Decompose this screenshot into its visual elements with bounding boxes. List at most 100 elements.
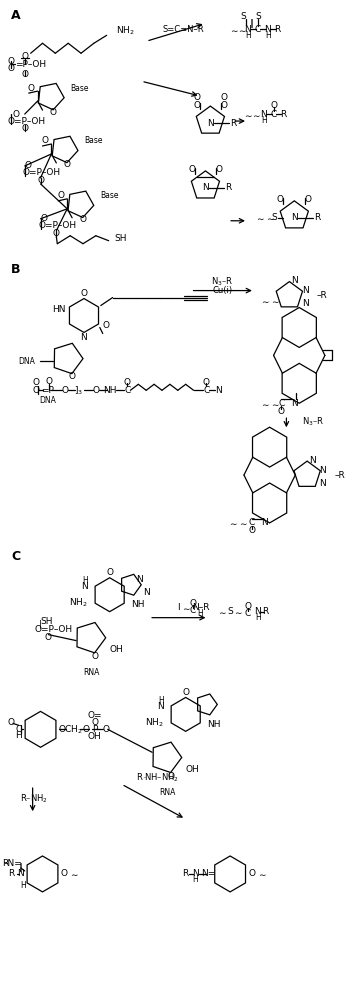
Text: H: H xyxy=(265,31,271,40)
Text: NH$_2$: NH$_2$ xyxy=(116,24,134,37)
Text: C: C xyxy=(278,399,285,408)
Text: O: O xyxy=(21,69,28,78)
Text: O: O xyxy=(193,92,200,101)
Text: O: O xyxy=(41,214,48,223)
Text: O=: O= xyxy=(88,711,102,720)
Text: $\sim\!\sim$: $\sim\!\sim$ xyxy=(260,296,280,306)
Text: O: O xyxy=(21,124,28,133)
Text: O: O xyxy=(193,100,200,109)
Text: Base: Base xyxy=(84,137,103,146)
Text: O: O xyxy=(92,386,99,395)
Text: O: O xyxy=(41,137,48,146)
Text: $\sim$: $\sim$ xyxy=(257,869,267,879)
Text: O: O xyxy=(189,599,196,608)
Text: H: H xyxy=(15,731,22,740)
Text: OH: OH xyxy=(186,765,200,774)
Text: O: O xyxy=(45,633,52,642)
Text: O: O xyxy=(216,166,223,175)
Text: N: N xyxy=(207,119,214,128)
Text: RNA: RNA xyxy=(84,668,100,677)
Text: A: A xyxy=(11,9,21,23)
Text: H: H xyxy=(198,609,203,618)
Text: Base: Base xyxy=(100,191,118,200)
Text: C: C xyxy=(124,386,131,395)
Text: H: H xyxy=(158,696,164,705)
Text: NH$_2$: NH$_2$ xyxy=(69,596,88,609)
Text: O: O xyxy=(277,195,284,204)
Text: R–NH$_2$: R–NH$_2$ xyxy=(20,793,47,806)
Text: $\sim$: $\sim$ xyxy=(233,607,243,616)
Text: O: O xyxy=(8,63,15,72)
Text: R: R xyxy=(8,869,14,879)
Text: N: N xyxy=(157,702,164,711)
Text: O: O xyxy=(64,161,71,170)
Text: N–R: N–R xyxy=(192,603,209,612)
Text: O: O xyxy=(203,378,210,387)
Text: O: O xyxy=(28,83,35,92)
Text: O: O xyxy=(102,321,109,330)
Text: O: O xyxy=(62,386,69,395)
Text: O: O xyxy=(270,100,277,109)
Text: NH: NH xyxy=(103,386,117,395)
Text: N: N xyxy=(18,869,24,879)
Text: N: N xyxy=(320,478,326,487)
Text: O: O xyxy=(32,386,39,395)
Text: O: O xyxy=(13,109,20,119)
Text: N: N xyxy=(202,184,209,192)
Text: O: O xyxy=(46,377,53,386)
Text: O=P–OH: O=P–OH xyxy=(8,116,46,126)
Text: O: O xyxy=(79,215,86,224)
Text: O: O xyxy=(53,229,60,238)
Text: N: N xyxy=(143,588,149,597)
Text: O: O xyxy=(59,725,66,734)
Text: –N=: –N= xyxy=(4,859,22,868)
Text: =P: =P xyxy=(41,386,54,395)
Text: O: O xyxy=(37,177,44,186)
Text: R: R xyxy=(262,607,269,616)
Text: C: C xyxy=(249,519,255,528)
Text: N: N xyxy=(302,299,309,309)
Text: H: H xyxy=(193,875,198,885)
Text: SH: SH xyxy=(41,617,53,626)
Text: $\sim\!\sim$: $\sim\!\sim$ xyxy=(255,213,275,222)
Text: $\sim\!\!\sim$: $\sim\!\!\sim$ xyxy=(243,109,261,119)
Text: N: N xyxy=(291,213,298,222)
Text: O: O xyxy=(80,289,88,298)
Text: N: N xyxy=(192,869,199,879)
Text: S: S xyxy=(227,607,233,616)
Text: N=: N= xyxy=(201,869,216,879)
Text: O: O xyxy=(182,687,189,697)
Text: O=P–OH: O=P–OH xyxy=(23,169,61,178)
Text: C: C xyxy=(16,725,22,734)
Text: H: H xyxy=(255,613,261,622)
Text: O: O xyxy=(25,162,32,171)
Text: H: H xyxy=(20,882,26,891)
Text: O: O xyxy=(32,378,39,387)
Text: $\sim\!\sim$: $\sim\!\sim$ xyxy=(260,399,280,408)
Text: O: O xyxy=(21,52,28,61)
Text: C: C xyxy=(189,606,196,615)
Text: B: B xyxy=(11,263,20,276)
Text: S: S xyxy=(240,12,246,21)
Text: N$_3$–R: N$_3$–R xyxy=(211,276,233,288)
Text: O: O xyxy=(91,718,98,727)
Text: Base: Base xyxy=(70,83,89,92)
Text: O: O xyxy=(69,372,76,381)
Text: HN: HN xyxy=(52,305,65,314)
Text: H: H xyxy=(261,115,267,125)
Text: O: O xyxy=(102,725,109,734)
Text: OH: OH xyxy=(88,732,102,741)
Text: I: I xyxy=(177,603,180,612)
Text: O: O xyxy=(57,191,64,200)
Text: $\sim\!\sim$: $\sim\!\sim$ xyxy=(228,519,248,528)
Text: C: C xyxy=(255,25,261,34)
Text: N: N xyxy=(254,607,261,616)
Text: R: R xyxy=(280,109,287,119)
Text: O: O xyxy=(7,718,14,727)
Text: DNA: DNA xyxy=(19,357,36,366)
Text: O: O xyxy=(124,378,131,387)
Text: NH: NH xyxy=(208,720,221,729)
Text: O: O xyxy=(8,57,15,65)
Text: O: O xyxy=(244,602,251,611)
Text: =P–OH: =P–OH xyxy=(15,60,46,68)
